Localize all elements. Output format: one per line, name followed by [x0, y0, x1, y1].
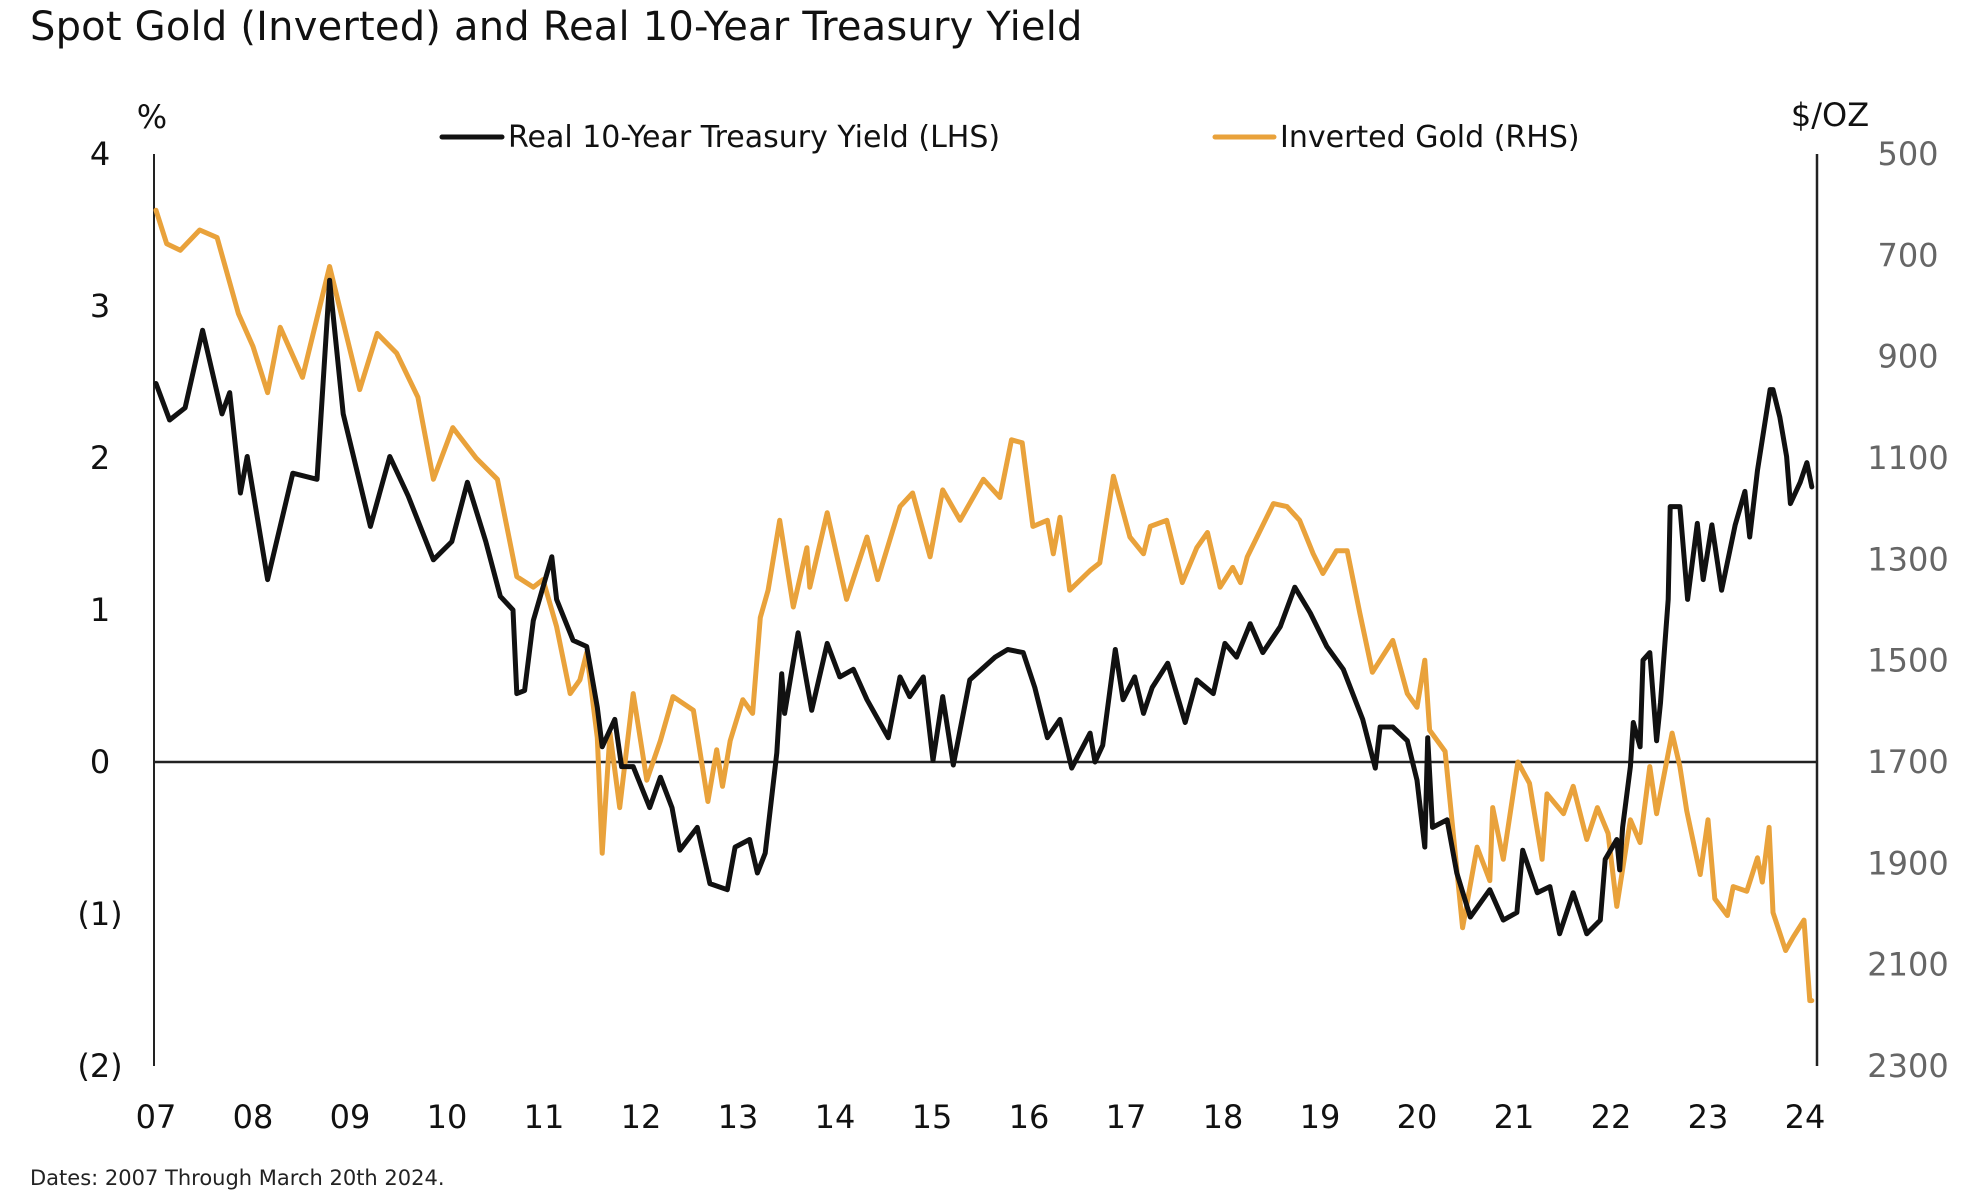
x-tick-label: 23: [1688, 1098, 1729, 1136]
y-left-unit-label: %: [137, 98, 167, 136]
x-tick-label: 11: [524, 1098, 565, 1136]
y-right-tick-label: 900: [1877, 338, 1938, 376]
legend-gold-item: Inverted Gold (RHS): [1212, 120, 1580, 155]
x-tick-label: 10: [427, 1098, 468, 1136]
x-tick-label: 21: [1494, 1098, 1535, 1136]
legend-yield-item: Real 10-Year Treasury Yield (LHS): [439, 120, 1000, 155]
x-tick-label: 15: [912, 1098, 953, 1136]
y-right-tick-label: 2100: [1867, 946, 1948, 984]
y-left-tick-label: 1: [90, 591, 110, 629]
series-layer: [153, 207, 1815, 1004]
y-right-tick-label: 500: [1877, 135, 1938, 173]
y-left-tick-label: 0: [90, 743, 110, 781]
footnote: Dates: 2007 Through March 20th 2024.: [30, 1166, 445, 1190]
y-right-tick-label: 1300: [1867, 540, 1948, 578]
x-tick-label: 07: [136, 1098, 177, 1136]
x-tick-label: 22: [1591, 1098, 1632, 1136]
y-right-unit-label: $/OZ: [1791, 96, 1869, 134]
legend: Real 10-Year Treasury Yield (LHS) Inverte…: [439, 120, 1580, 155]
x-tick-label: 24: [1785, 1098, 1826, 1136]
y-right-tick-label: 1700: [1867, 743, 1948, 781]
x-tick-label: 14: [815, 1098, 856, 1136]
y-left-tick-label: 4: [90, 135, 110, 173]
x-tick-label: 13: [718, 1098, 759, 1136]
x-tick-label: 20: [1397, 1098, 1438, 1136]
y-left-tick-label: 2: [90, 439, 110, 477]
x-tick-label: 12: [621, 1098, 662, 1136]
tick-labels: 43210(1)(2)50070090011001300150017001900…: [77, 96, 1948, 1136]
x-tick-label: 09: [330, 1098, 371, 1136]
real-yield-line: [153, 277, 1815, 937]
x-tick-label: 17: [1106, 1098, 1147, 1136]
inverted-gold-line: [153, 207, 1815, 1004]
legend-gold-label: Inverted Gold (RHS): [1280, 120, 1580, 155]
y-left-tick-label: (1): [77, 895, 122, 933]
x-tick-label: 19: [1300, 1098, 1341, 1136]
y-right-tick-label: 1500: [1867, 642, 1948, 680]
chart-title: Spot Gold (Inverted) and Real 10-Year Tr…: [30, 4, 1083, 50]
axes: [153, 154, 1819, 1066]
y-right-tick-label: 1100: [1867, 439, 1948, 477]
x-tick-label: 16: [1009, 1098, 1050, 1136]
y-right-tick-label: 1900: [1867, 844, 1948, 882]
y-right-tick-label: 2300: [1867, 1047, 1948, 1085]
y-left-tick-label: (2): [77, 1047, 122, 1085]
x-tick-label: 18: [1203, 1098, 1244, 1136]
y-right-tick-label: 700: [1877, 236, 1938, 274]
y-left-tick-label: 3: [90, 287, 110, 325]
x-tick-label: 08: [233, 1098, 274, 1136]
legend-yield-label: Real 10-Year Treasury Yield (LHS): [508, 120, 1000, 155]
